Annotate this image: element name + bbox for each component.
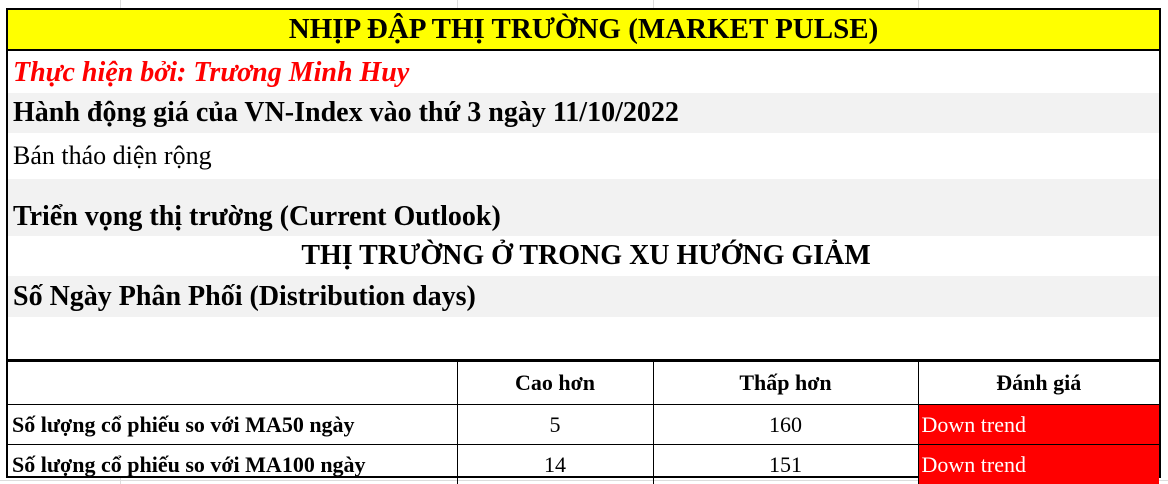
- below-count[interactable]: 151: [652, 444, 919, 484]
- distribution-heading[interactable]: Số Ngày Phân Phối (Distribution days): [8, 276, 1159, 317]
- column-header-below[interactable]: Thấp hơn: [652, 362, 919, 405]
- ma-comparison-table: Cao hơn Thấp hơn Đánh giá Số lượng cổ ph…: [8, 359, 1159, 484]
- outlook-heading[interactable]: Triển vọng thị trường (Current Outlook): [8, 179, 1159, 236]
- price-action-heading[interactable]: Hành động giá của VN-Index vào thứ 3 ngà…: [8, 93, 1159, 133]
- below-count[interactable]: 160: [652, 404, 919, 445]
- rating-badge[interactable]: Down trend: [917, 444, 1159, 484]
- column-header-above[interactable]: Cao hơn: [456, 362, 654, 405]
- table-row: Số lượng cổ phiếu so với MA100 ngày 14 1…: [8, 444, 1159, 484]
- row-label[interactable]: Số lượng cổ phiếu so với MA100 ngày: [8, 444, 458, 484]
- table-header-row: Cao hơn Thấp hơn Đánh giá: [8, 362, 1159, 405]
- outlook-status[interactable]: THỊ TRƯỜNG Ở TRONG XU HƯỚNG GIẢM: [301, 240, 871, 271]
- table-row: Số lượng cổ phiếu so với MA50 ngày 5 160…: [8, 404, 1159, 445]
- price-action-text[interactable]: Bán tháo diện rộng: [13, 141, 212, 170]
- column-header-rating[interactable]: Đánh giá: [917, 362, 1159, 405]
- market-pulse-sheet: NHỊP ĐẬP THỊ TRƯỜNG (MARKET PULSE) Thực …: [6, 8, 1161, 484]
- column-header-label[interactable]: [8, 362, 458, 405]
- above-count[interactable]: 5: [456, 404, 654, 445]
- above-count[interactable]: 14: [456, 444, 654, 484]
- row-label[interactable]: Số lượng cổ phiếu so với MA50 ngày: [8, 404, 458, 445]
- rating-badge[interactable]: Down trend: [917, 404, 1159, 445]
- author-cell[interactable]: Thực hiện bởi: Trương Minh Huy: [13, 57, 410, 88]
- title-cell[interactable]: NHỊP ĐẬP THỊ TRƯỜNG (MARKET PULSE): [8, 10, 1159, 51]
